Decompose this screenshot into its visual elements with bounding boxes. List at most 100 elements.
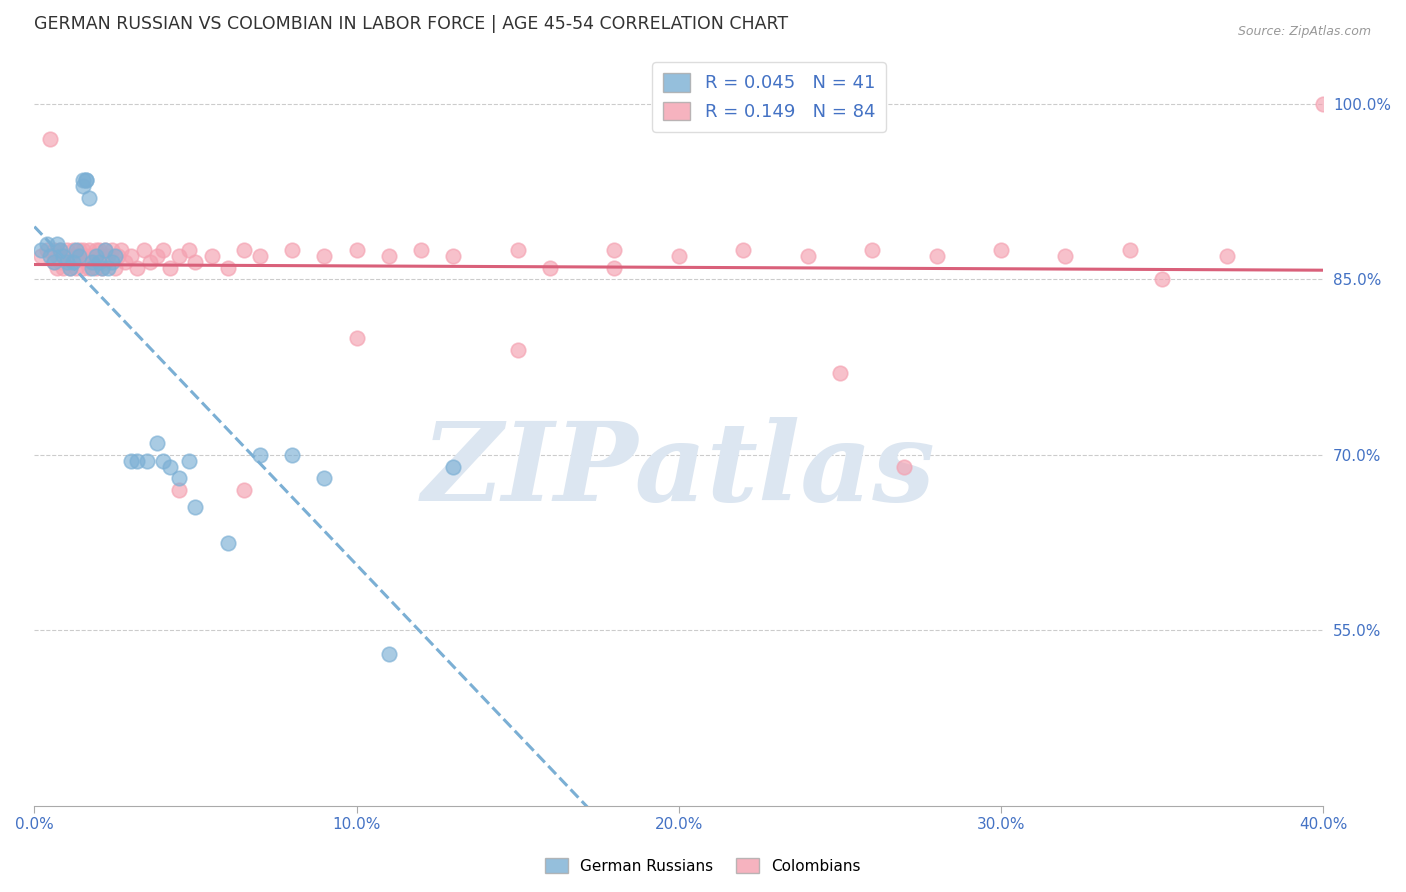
Point	[120, 249, 142, 263]
Point	[91, 249, 114, 263]
Point	[232, 244, 254, 258]
Point	[314, 249, 336, 263]
Point	[52, 249, 75, 263]
Point	[796, 249, 818, 263]
Point	[84, 244, 107, 258]
Point	[37, 237, 59, 252]
Point	[82, 255, 104, 269]
Point	[990, 244, 1012, 258]
Point	[55, 244, 77, 258]
Point	[733, 244, 755, 258]
Point	[69, 249, 91, 263]
Point	[52, 249, 75, 263]
Point	[281, 448, 304, 462]
Point	[77, 191, 100, 205]
Point	[65, 244, 87, 258]
Point	[94, 244, 117, 258]
Point	[72, 178, 94, 193]
Point	[346, 331, 368, 345]
Point	[30, 244, 52, 258]
Point	[55, 255, 77, 269]
Point	[107, 249, 129, 263]
Point	[184, 255, 207, 269]
Point	[69, 244, 91, 258]
Point	[42, 255, 65, 269]
Point	[97, 249, 120, 263]
Point	[87, 255, 110, 269]
Point	[59, 249, 82, 263]
Point	[100, 255, 122, 269]
Point	[1119, 244, 1142, 258]
Point	[62, 255, 84, 269]
Point	[114, 255, 136, 269]
Point	[132, 244, 155, 258]
Text: Source: ZipAtlas.com: Source: ZipAtlas.com	[1237, 25, 1371, 38]
Point	[91, 260, 114, 275]
Point	[127, 260, 149, 275]
Point	[84, 260, 107, 275]
Point	[77, 244, 100, 258]
Point	[1152, 272, 1174, 286]
Point	[146, 436, 169, 450]
Point	[104, 249, 127, 263]
Point	[120, 453, 142, 467]
Point	[506, 244, 529, 258]
Point	[177, 244, 200, 258]
Point	[45, 260, 67, 275]
Point	[94, 244, 117, 258]
Text: ZIPatlas: ZIPatlas	[422, 417, 936, 525]
Point	[30, 249, 52, 263]
Point	[441, 459, 464, 474]
Point	[39, 249, 62, 263]
Point	[200, 249, 222, 263]
Point	[169, 249, 191, 263]
Point	[49, 255, 72, 269]
Point	[159, 260, 181, 275]
Point	[146, 249, 169, 263]
Point	[1215, 249, 1237, 263]
Point	[87, 255, 110, 269]
Legend: R = 0.045   N = 41, R = 0.149   N = 84: R = 0.045 N = 41, R = 0.149 N = 84	[652, 62, 886, 132]
Point	[77, 260, 100, 275]
Point	[39, 132, 62, 146]
Point	[94, 255, 117, 269]
Point	[441, 249, 464, 263]
Point	[82, 249, 104, 263]
Point	[72, 173, 94, 187]
Legend: German Russians, Colombians: German Russians, Colombians	[538, 852, 868, 880]
Point	[925, 249, 948, 263]
Point	[409, 244, 432, 258]
Point	[110, 244, 132, 258]
Point	[378, 249, 401, 263]
Point	[538, 260, 561, 275]
Point	[232, 483, 254, 497]
Point	[42, 244, 65, 258]
Point	[75, 255, 97, 269]
Point	[506, 343, 529, 357]
Point	[59, 260, 82, 275]
Point	[97, 260, 120, 275]
Point	[49, 244, 72, 258]
Point	[249, 448, 271, 462]
Point	[603, 244, 626, 258]
Point	[152, 453, 174, 467]
Point	[346, 244, 368, 258]
Point	[860, 244, 883, 258]
Point	[45, 237, 67, 252]
Point	[45, 249, 67, 263]
Point	[62, 255, 84, 269]
Point	[104, 260, 127, 275]
Point	[139, 255, 162, 269]
Point	[72, 260, 94, 275]
Point	[217, 535, 239, 549]
Point	[1312, 97, 1334, 112]
Point	[217, 260, 239, 275]
Point	[62, 244, 84, 258]
Point	[82, 260, 104, 275]
Point	[828, 366, 851, 380]
Point	[69, 249, 91, 263]
Point	[378, 647, 401, 661]
Point	[249, 249, 271, 263]
Point	[1054, 249, 1077, 263]
Point	[52, 260, 75, 275]
